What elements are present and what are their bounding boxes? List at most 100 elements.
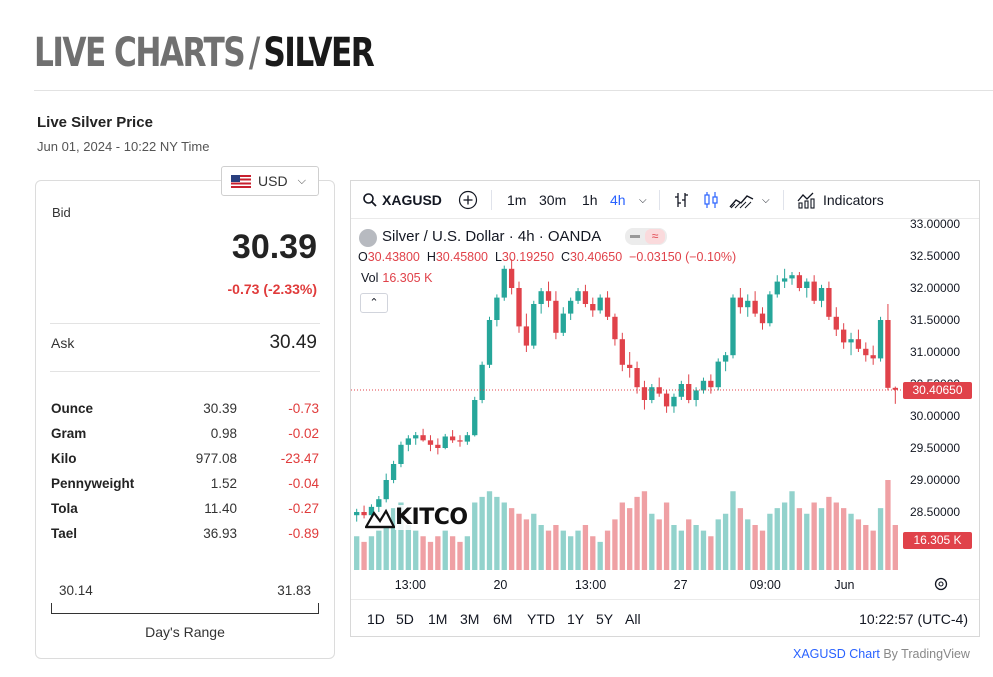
candle-body (730, 297, 736, 356)
chart-toolbar: XAGUSD 1m 30m 1h 4h ⌵ ⌵ Indicators (351, 181, 979, 219)
ohlc-legend: O30.43800 H30.45800 L30.19250 C30.40650 … (358, 250, 736, 264)
last-price-tag: 30.40650 (903, 381, 972, 399)
unit-value: 977.08 (195, 451, 237, 466)
chart-type-button[interactable] (729, 181, 755, 219)
unit-row: Ounce 30.39 -0.73 (51, 396, 319, 421)
volume-bar (841, 508, 847, 570)
candle-body (877, 320, 884, 359)
candle-body (863, 348, 869, 356)
volume-bar (612, 519, 618, 570)
candle-body (708, 380, 714, 388)
candle-body (885, 320, 891, 388)
x-tick-label: 13:00 (395, 578, 426, 592)
candle-body (841, 329, 847, 343)
range-1y[interactable]: 1Y (567, 611, 585, 627)
y-tick-label: 33.00000 (910, 219, 960, 231)
volume-bar (826, 496, 832, 570)
volume-label: Vol (361, 271, 379, 285)
candle-body (781, 278, 788, 282)
bid-price: 30.39 (231, 228, 317, 266)
volume-bar (398, 502, 404, 570)
candle-body (442, 436, 448, 448)
symbol-search[interactable]: XAGUSD (362, 181, 442, 219)
symbol-label: XAGUSD (382, 192, 442, 208)
silver-icon (359, 229, 377, 247)
indicators-icon (797, 192, 815, 209)
unit-value: 11.40 (204, 501, 237, 516)
range-6m[interactable]: 6M (493, 611, 513, 627)
attribution-link[interactable]: XAGUSD Chart (793, 647, 880, 661)
candle-body (464, 435, 471, 442)
interval-4h[interactable]: 4h (610, 192, 626, 208)
x-tick-label: 20 (493, 578, 507, 592)
candle-body (671, 396, 677, 407)
interval-1m[interactable]: 1m (507, 192, 527, 208)
unit-change: -23.47 (280, 451, 319, 466)
low-label: L (494, 250, 502, 264)
candle-body (767, 294, 773, 324)
price-card (35, 180, 335, 659)
collapse-legend-button[interactable]: ⌃ (360, 293, 388, 313)
candles-button[interactable] (702, 181, 720, 219)
ask-price: 30.49 (269, 332, 317, 353)
range-1d[interactable]: 1D (367, 611, 385, 627)
volume-bar (435, 536, 441, 570)
indicators-button[interactable]: Indicators (797, 181, 884, 219)
low-value: 30.19250 (501, 250, 555, 264)
candle-body (494, 297, 500, 320)
volume-bar (553, 525, 559, 570)
range-ytd[interactable]: YTD (527, 611, 555, 627)
chart-type-dropdown[interactable]: ⌵ (762, 181, 770, 219)
range-1m[interactable]: 1M (428, 611, 448, 627)
candle-body (700, 380, 707, 391)
candle-body (833, 316, 839, 330)
volume-bar (383, 519, 389, 570)
unit-name: Ounce (51, 401, 94, 416)
candle-body (745, 300, 751, 308)
unit-row: Tola 11.40 -0.27 (51, 496, 319, 521)
candle-body (686, 384, 692, 400)
volume-bar (449, 536, 456, 570)
currency-select[interactable]: USD ⌵ (221, 166, 319, 196)
volume-bar (818, 508, 825, 570)
range-3m[interactable]: 3M (460, 611, 480, 627)
volume-bar (627, 508, 633, 570)
unit-value: 30.39 (203, 401, 237, 416)
volume-bar (774, 508, 780, 570)
bar-style-button[interactable] (673, 181, 691, 219)
volume-bar (737, 508, 744, 570)
volume-bar (855, 519, 862, 570)
y-tick-label: 29.50000 (910, 441, 960, 455)
interval-dropdown[interactable]: ⌵ (639, 181, 647, 219)
chevron-down-icon: ⌵ (639, 194, 647, 206)
candle-body (818, 288, 825, 301)
candle-body (508, 268, 515, 288)
close-label: C (561, 250, 571, 264)
candle-body (656, 387, 662, 394)
range-all[interactable]: All (625, 611, 641, 627)
candle-body (457, 440, 463, 442)
volume-bar (413, 530, 419, 570)
candle-body (811, 281, 817, 301)
x-tick-label: 09:00 (750, 578, 781, 592)
volume-bar (833, 502, 839, 570)
unit-value: 0.98 (210, 426, 237, 441)
ask-label: Ask (51, 335, 75, 351)
compare-button[interactable] (458, 181, 478, 219)
volume-bar (678, 530, 684, 570)
range-5y[interactable]: 5Y (596, 611, 614, 627)
volume-legend: Vol 16.305 K (361, 271, 432, 285)
y-tick-label: 30.00000 (910, 409, 960, 423)
unit-value: 1.52 (210, 476, 237, 491)
candle-body (619, 339, 625, 365)
chart-clock[interactable]: 10:22:57 (UTC-4) (859, 611, 968, 627)
volume-bar (531, 513, 537, 570)
range-5d[interactable]: 5D (396, 611, 414, 627)
add-compare-icon (458, 190, 478, 210)
volume-bar (863, 525, 869, 570)
interval-30m[interactable]: 30m (539, 192, 567, 208)
price-chart[interactable]: 33.00000 32.50000 32.00000 31.50000 31.00000… (351, 219, 979, 599)
unit-name: Gram (51, 426, 87, 441)
section-date: Jun 01, 2024 - 10:22 NY Time (37, 139, 210, 154)
interval-1h[interactable]: 1h (582, 192, 598, 208)
